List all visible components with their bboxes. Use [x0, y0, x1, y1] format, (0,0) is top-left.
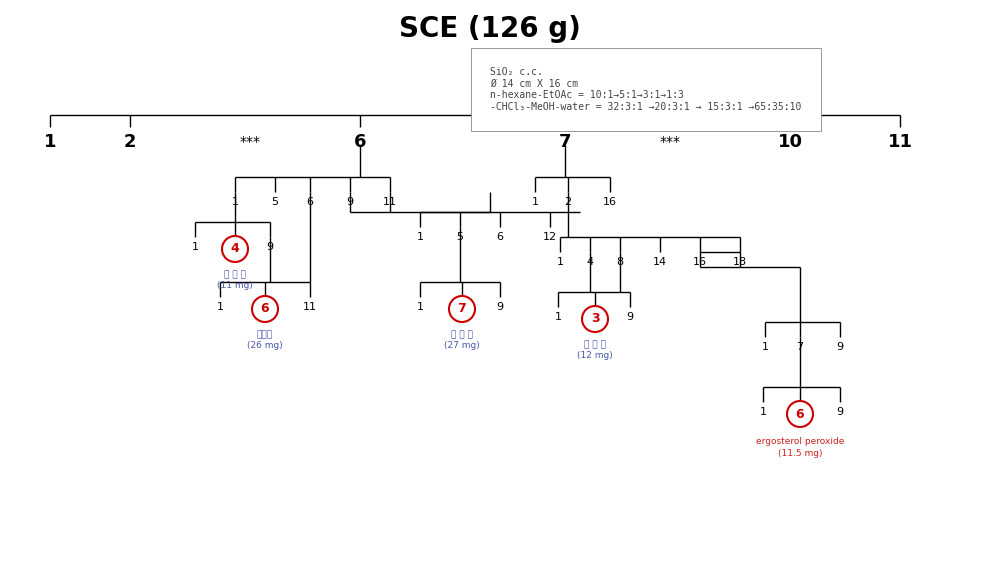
- Text: 1: 1: [416, 302, 423, 312]
- Text: 9: 9: [626, 312, 633, 322]
- Text: ergosterol peroxide: ergosterol peroxide: [756, 437, 845, 447]
- Text: 6: 6: [307, 197, 314, 207]
- Text: 미 송 징: 미 송 징: [451, 331, 473, 339]
- Text: 3: 3: [591, 313, 600, 325]
- Circle shape: [449, 296, 475, 322]
- Text: ***: ***: [239, 135, 261, 149]
- Text: 미 봉 징: 미 봉 징: [584, 340, 606, 350]
- Text: 12: 12: [543, 232, 557, 242]
- Text: 7: 7: [457, 302, 466, 316]
- Text: 1: 1: [555, 312, 562, 322]
- Text: 1: 1: [191, 242, 198, 252]
- Text: (26 mg): (26 mg): [247, 342, 283, 350]
- Text: 2: 2: [124, 133, 136, 151]
- Text: 16: 16: [693, 257, 707, 267]
- Text: 4: 4: [587, 257, 594, 267]
- Text: 1: 1: [557, 257, 564, 267]
- Text: 6: 6: [496, 232, 504, 242]
- Circle shape: [787, 401, 813, 427]
- Text: 9: 9: [267, 242, 274, 252]
- Text: 7: 7: [797, 342, 804, 352]
- Text: 5: 5: [456, 232, 463, 242]
- Text: 1: 1: [416, 232, 423, 242]
- Text: 큰 볼 징: 큰 볼 징: [224, 271, 246, 279]
- Text: 2: 2: [565, 197, 572, 207]
- Text: 11: 11: [887, 133, 912, 151]
- Text: 화봉징: 화봉징: [257, 331, 273, 339]
- Text: 11: 11: [303, 302, 317, 312]
- Text: 8: 8: [617, 257, 623, 267]
- Text: (12 mg): (12 mg): [577, 351, 613, 361]
- Text: 1: 1: [532, 197, 539, 207]
- Text: 16: 16: [603, 197, 617, 207]
- Text: 7: 7: [559, 133, 572, 151]
- Text: 9: 9: [496, 302, 504, 312]
- Text: 1: 1: [44, 133, 56, 151]
- Circle shape: [582, 306, 608, 332]
- Text: SCE (126 g): SCE (126 g): [399, 15, 581, 43]
- Circle shape: [222, 236, 248, 262]
- Text: 14: 14: [653, 257, 667, 267]
- Text: 1: 1: [216, 302, 223, 312]
- Text: 10: 10: [778, 133, 803, 151]
- Text: 4: 4: [231, 242, 239, 256]
- Text: 6: 6: [796, 407, 805, 421]
- Text: 1: 1: [760, 407, 767, 417]
- Text: 18: 18: [733, 257, 747, 267]
- Text: 9: 9: [347, 197, 354, 207]
- Text: ***: ***: [659, 135, 680, 149]
- Text: SiO₂ c.c.
Ø 14 cm X 16 cm
n-hexane-EtOAc = 10:1→5:1→3:1→1:3
-CHCl₃-MeOH-water = : SiO₂ c.c. Ø 14 cm X 16 cm n-hexane-EtOAc…: [490, 67, 802, 112]
- Text: (27 mg): (27 mg): [444, 342, 480, 350]
- Circle shape: [252, 296, 278, 322]
- Text: 5: 5: [272, 197, 279, 207]
- Text: 6: 6: [261, 302, 269, 316]
- Text: 1: 1: [762, 342, 769, 352]
- Text: 1: 1: [231, 197, 238, 207]
- Text: 11: 11: [383, 197, 397, 207]
- Text: 9: 9: [837, 342, 844, 352]
- Text: 6: 6: [354, 133, 367, 151]
- Text: (11.5 mg): (11.5 mg): [778, 449, 823, 459]
- Text: 9: 9: [837, 407, 844, 417]
- Text: (11 mg): (11 mg): [217, 282, 253, 290]
